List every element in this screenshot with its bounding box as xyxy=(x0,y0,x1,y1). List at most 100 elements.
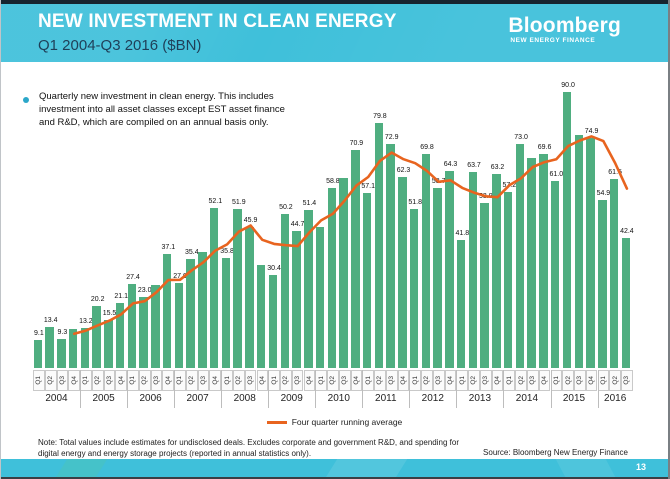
bar xyxy=(115,303,125,368)
bar-value-label: 9.1 xyxy=(34,330,44,338)
quarter-tick: Q1 xyxy=(174,370,186,391)
source-credit: Source: Bloomberg New Energy Finance xyxy=(483,448,628,457)
bar xyxy=(80,327,90,368)
quarter-tick: Q2 xyxy=(515,370,527,391)
quarter-tick: Q1 xyxy=(597,370,610,391)
bottom-border-strip xyxy=(1,477,668,479)
quarter-tick: Q3 xyxy=(291,370,304,391)
bar xyxy=(174,283,184,368)
bar-value-label: 74.9 xyxy=(584,128,599,136)
bar-value-label: 45.9 xyxy=(243,217,258,225)
bar xyxy=(586,138,595,368)
quarter-tick-label: Q2 xyxy=(47,376,55,385)
bar-value-label: 35.8 xyxy=(220,248,234,256)
bar xyxy=(527,157,536,368)
slide-footer: 13 xyxy=(1,459,668,477)
quarter-tick-label: Q4 xyxy=(305,376,313,385)
bar xyxy=(480,202,489,368)
bar xyxy=(562,91,572,368)
quarter-tick-label: Q4 xyxy=(211,376,219,385)
quarter-tick-label: Q4 xyxy=(258,376,266,385)
year-label: 2006 xyxy=(139,393,162,404)
quarter-tick-label: Q1 xyxy=(35,376,43,385)
bar-value-label: 13.2 xyxy=(79,317,93,325)
quarter-tick-label: Q4 xyxy=(117,376,125,385)
year-label: 2014 xyxy=(515,393,539,404)
quarter-tick: Q3 xyxy=(574,370,586,391)
bar xyxy=(127,283,137,368)
quarter-tick-label: Q4 xyxy=(588,376,596,385)
page-number: 13 xyxy=(635,462,646,472)
quarter-tick: Q1 xyxy=(80,370,92,391)
quarter-tick-label: Q4 xyxy=(541,376,549,385)
quarter-tick-label: Q2 xyxy=(611,376,619,385)
year-label: 2008 xyxy=(233,393,256,404)
bar-value-label: 62.3 xyxy=(396,166,411,174)
quarter-tick-label: Q2 xyxy=(564,376,572,385)
bar xyxy=(209,208,219,368)
footer-texture xyxy=(53,459,109,477)
bar-value-label: 69.8 xyxy=(420,143,434,151)
bar-value-label: 90.0 xyxy=(561,81,575,89)
bar xyxy=(539,154,548,368)
quarter-tick: Q4 xyxy=(538,370,551,391)
bar xyxy=(339,177,348,368)
year-separator xyxy=(174,370,176,408)
bar xyxy=(445,170,454,368)
quarter-tick-label: Q1 xyxy=(317,376,325,385)
quarter-tick: Q2 xyxy=(609,370,622,391)
bar-value-label: 61.0 xyxy=(549,170,564,178)
bar xyxy=(104,320,113,368)
bar-value-label: 13.4 xyxy=(43,316,58,324)
header-texture xyxy=(1,4,668,62)
bar-value-label: 57.1 xyxy=(361,182,375,190)
year-separator xyxy=(127,370,129,408)
quarter-tick-label: Q3 xyxy=(294,376,302,385)
bar xyxy=(45,326,54,368)
quarter-tick: Q2 xyxy=(468,370,480,391)
quarter-tick: Q3 xyxy=(621,370,633,391)
bar xyxy=(609,179,619,368)
bar-value-label: 35.4 xyxy=(184,249,199,257)
quarter-tick: Q1 xyxy=(550,370,563,391)
bar xyxy=(139,297,148,368)
footer-texture xyxy=(554,459,618,477)
bar xyxy=(374,123,384,368)
quarter-tick: Q2 xyxy=(232,370,245,391)
bar-value-label: 58.7 xyxy=(431,177,446,185)
bar-value-label: 27.6 xyxy=(173,273,187,281)
bar xyxy=(468,172,478,368)
quarter-tick-label: Q3 xyxy=(341,376,349,385)
bar xyxy=(351,150,360,368)
quarter-tick: Q4 xyxy=(303,370,316,391)
bar xyxy=(162,254,172,368)
bar xyxy=(304,210,313,368)
bar xyxy=(386,144,395,368)
quarter-tick: Q1 xyxy=(127,370,139,391)
slide-header: NEW INVESTMENT IN CLEAN ENERGY Q1 2004-Q… xyxy=(1,4,668,62)
bar-value-label: 61.5 xyxy=(608,169,622,177)
bar-value-label: 44.7 xyxy=(290,220,305,228)
bar-value-label: 41.8 xyxy=(455,229,470,237)
quarter-tick-label: Q2 xyxy=(517,376,525,385)
bar xyxy=(57,339,66,368)
quarter-tick: Q4 xyxy=(585,370,598,391)
quarter-tick-label: Q3 xyxy=(435,376,443,385)
quarter-tick-label: Q1 xyxy=(82,376,90,385)
quarter-tick-label: Q1 xyxy=(129,376,137,385)
bar xyxy=(33,340,43,368)
quarter-tick: Q2 xyxy=(44,370,57,391)
quarter-tick: Q4 xyxy=(397,370,410,391)
bar-value-label: 30.4 xyxy=(267,264,281,272)
quarter-tick: Q2 xyxy=(327,370,339,391)
quarter-tick: Q1 xyxy=(409,370,422,391)
legend-label: Four quarter running average xyxy=(291,417,403,427)
quarter-tick-label: Q1 xyxy=(270,376,278,385)
year-label: 2013 xyxy=(468,393,492,404)
quarter-tick-label: Q4 xyxy=(352,376,360,385)
bar-value-label: 37.1 xyxy=(161,244,176,252)
quarter-tick: Q1 xyxy=(456,370,469,391)
year-label: 2004 xyxy=(45,393,68,404)
quarter-tick-label: Q1 xyxy=(505,376,513,385)
